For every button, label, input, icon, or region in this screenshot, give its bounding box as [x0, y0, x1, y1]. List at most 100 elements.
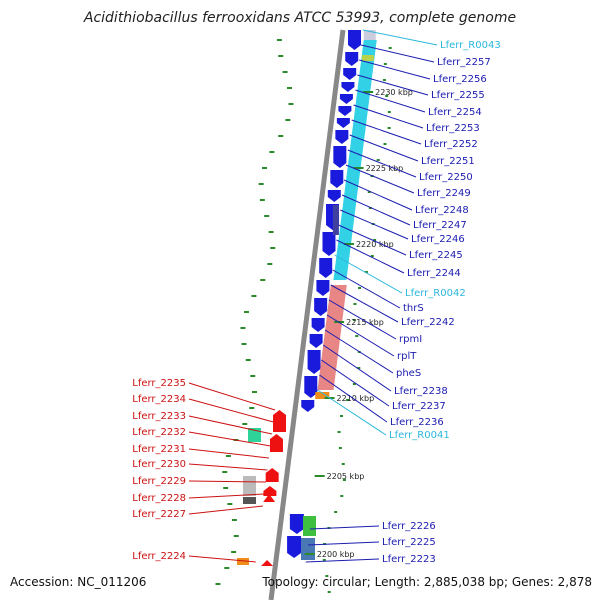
gene-label[interactable]: Lferr_2256	[433, 74, 487, 85]
reverse-cds-arrow[interactable]	[263, 486, 277, 496]
forward-cds-arrow[interactable]	[301, 400, 315, 412]
label-leader-line	[188, 415, 273, 435]
feature-block-teal[interactable]	[248, 428, 261, 442]
forward-cds-arrow[interactable]	[319, 258, 333, 278]
feature-block-navy[interactable]	[332, 205, 339, 235]
gene-label[interactable]: Lferr_2230	[132, 459, 186, 470]
forward-cds-arrow[interactable]	[314, 298, 328, 316]
gene-label[interactable]: Lferr_2237	[392, 401, 446, 412]
reverse-cds-arrow[interactable]	[269, 434, 283, 452]
rna-block[interactable]	[333, 40, 377, 280]
gene-label[interactable]: Lferr_2233	[132, 411, 186, 422]
forward-cds-arrow[interactable]	[339, 94, 353, 104]
label-leader-line	[357, 74, 429, 96]
forward-cds-arrow[interactable]	[341, 82, 355, 92]
label-leader-line	[360, 44, 435, 63]
label-leader-line	[328, 299, 397, 340]
feature-block-gray[interactable]	[243, 476, 256, 496]
feature-block-green[interactable]	[361, 55, 374, 61]
gene-label[interactable]: Lferr_2224	[132, 551, 186, 562]
forward-cds-arrow[interactable]	[333, 146, 347, 168]
gene-label[interactable]: Lferr_2231	[132, 444, 186, 455]
label-leader-line	[343, 179, 413, 211]
gene-label[interactable]: Lferr_2244	[407, 268, 461, 279]
forward-cds-arrow[interactable]	[336, 118, 350, 128]
gene-label[interactable]: Lferr_2228	[132, 493, 186, 504]
gene-label[interactable]: Lferr_R0043	[440, 40, 501, 51]
gene-label[interactable]: Lferr_2229	[132, 476, 186, 487]
gene-label[interactable]: Lferr_R0042	[405, 288, 466, 299]
forward-cds-arrow[interactable]	[348, 30, 361, 50]
gene-label[interactable]: Lferr_2254	[428, 107, 482, 118]
forward-cds-arrow[interactable]	[311, 318, 325, 332]
forward-cds-arrow[interactable]	[330, 170, 344, 188]
gene-label[interactable]: Lferr_2225	[382, 537, 436, 548]
forward-cds-arrow[interactable]	[335, 130, 349, 144]
gene-label[interactable]: Lferr_2223	[382, 554, 436, 565]
reverse-cds-arrow[interactable]	[263, 494, 276, 502]
gene-label[interactable]: rplT	[397, 351, 417, 362]
forward-cds-arrow[interactable]	[289, 514, 304, 534]
gene-label[interactable]: rpmI	[399, 334, 422, 345]
label-leader-line	[188, 448, 269, 459]
gene-label[interactable]: Lferr_2250	[419, 172, 473, 183]
gene-label[interactable]: Lferr_2251	[421, 156, 475, 167]
gene-label[interactable]: pheS	[396, 368, 421, 379]
reverse-cds-arrow[interactable]	[261, 560, 274, 566]
label-leader-line	[305, 558, 380, 563]
forward-cds-arrow[interactable]	[338, 106, 352, 116]
ruler-label: 2230 kbp	[375, 88, 413, 97]
gene-label[interactable]: Lferr_2235	[132, 378, 186, 389]
genome-title: Acidithiobacillus ferrooxidans ATCC 5399…	[83, 10, 517, 26]
gene-label[interactable]: Lferr_2249	[417, 188, 471, 199]
forward-cds-arrow[interactable]	[316, 280, 330, 296]
feature-block-gray[interactable]	[363, 30, 376, 40]
feature-block-green[interactable]	[303, 516, 316, 536]
label-leader-line	[317, 389, 387, 436]
label-leader-line	[347, 149, 417, 178]
gene-label[interactable]: Lferr_2257	[437, 57, 491, 68]
gene-label[interactable]: Lferr_2255	[431, 90, 485, 101]
gene-label[interactable]: Lferr_2242	[401, 317, 455, 328]
feature-block-dark[interactable]	[243, 497, 256, 504]
forward-cds-arrow[interactable]	[343, 68, 357, 80]
label-leader-line	[336, 239, 405, 274]
label-leader-line	[188, 555, 256, 563]
forward-cds-arrow[interactable]	[322, 232, 336, 256]
gene-label[interactable]: Lferr_2226	[382, 521, 436, 532]
label-leader-line	[338, 224, 407, 256]
gene-label[interactable]: Lferr_2252	[424, 139, 478, 150]
forward-cds-arrow[interactable]	[287, 536, 302, 558]
forward-cds-arrow[interactable]	[309, 334, 323, 348]
topology-summary: Topology: circular; Length: 2,885,038 bp…	[262, 575, 592, 589]
label-leader-line	[334, 254, 403, 294]
gene-label[interactable]: Lferr_2234	[132, 394, 186, 405]
gene-label[interactable]: Lferr_2247	[413, 220, 467, 231]
feature-track	[237, 30, 377, 566]
label-leader-line	[341, 194, 411, 226]
gene-label[interactable]: thrS	[403, 303, 424, 314]
reverse-cds-arrow[interactable]	[273, 410, 287, 432]
gene-label[interactable]: Lferr_2245	[409, 250, 463, 261]
label-leader-line	[309, 525, 380, 530]
forward-cds-arrow[interactable]	[307, 350, 321, 374]
feature-block-orange[interactable]	[237, 558, 249, 565]
gene-label[interactable]: Lferr_2253	[426, 123, 480, 134]
label-leader-line	[188, 480, 266, 483]
forward-cds-arrow[interactable]	[345, 52, 359, 66]
forward-cds-arrow[interactable]	[304, 376, 318, 398]
reverse-cds-arrow[interactable]	[265, 468, 279, 482]
accession-text: Accession: NC_011206	[10, 575, 147, 589]
gene-label[interactable]: Lferr_2232	[132, 427, 186, 438]
feature-block-orange[interactable]	[315, 392, 330, 399]
gene-label[interactable]: Lferr_2236	[390, 417, 444, 428]
feature-block-pink[interactable]	[317, 285, 347, 390]
gene-label[interactable]: Lferr_2238	[394, 386, 448, 397]
forward-cds-arrow[interactable]	[327, 190, 341, 202]
feature-block-steel[interactable]	[301, 538, 315, 560]
gene-label[interactable]: Lferr_2227	[132, 509, 186, 520]
gene-label[interactable]: Lferr_2246	[411, 234, 465, 245]
gene-label[interactable]: Lferr_2248	[415, 205, 469, 216]
gene-label[interactable]: Lferr_R0041	[389, 430, 450, 441]
